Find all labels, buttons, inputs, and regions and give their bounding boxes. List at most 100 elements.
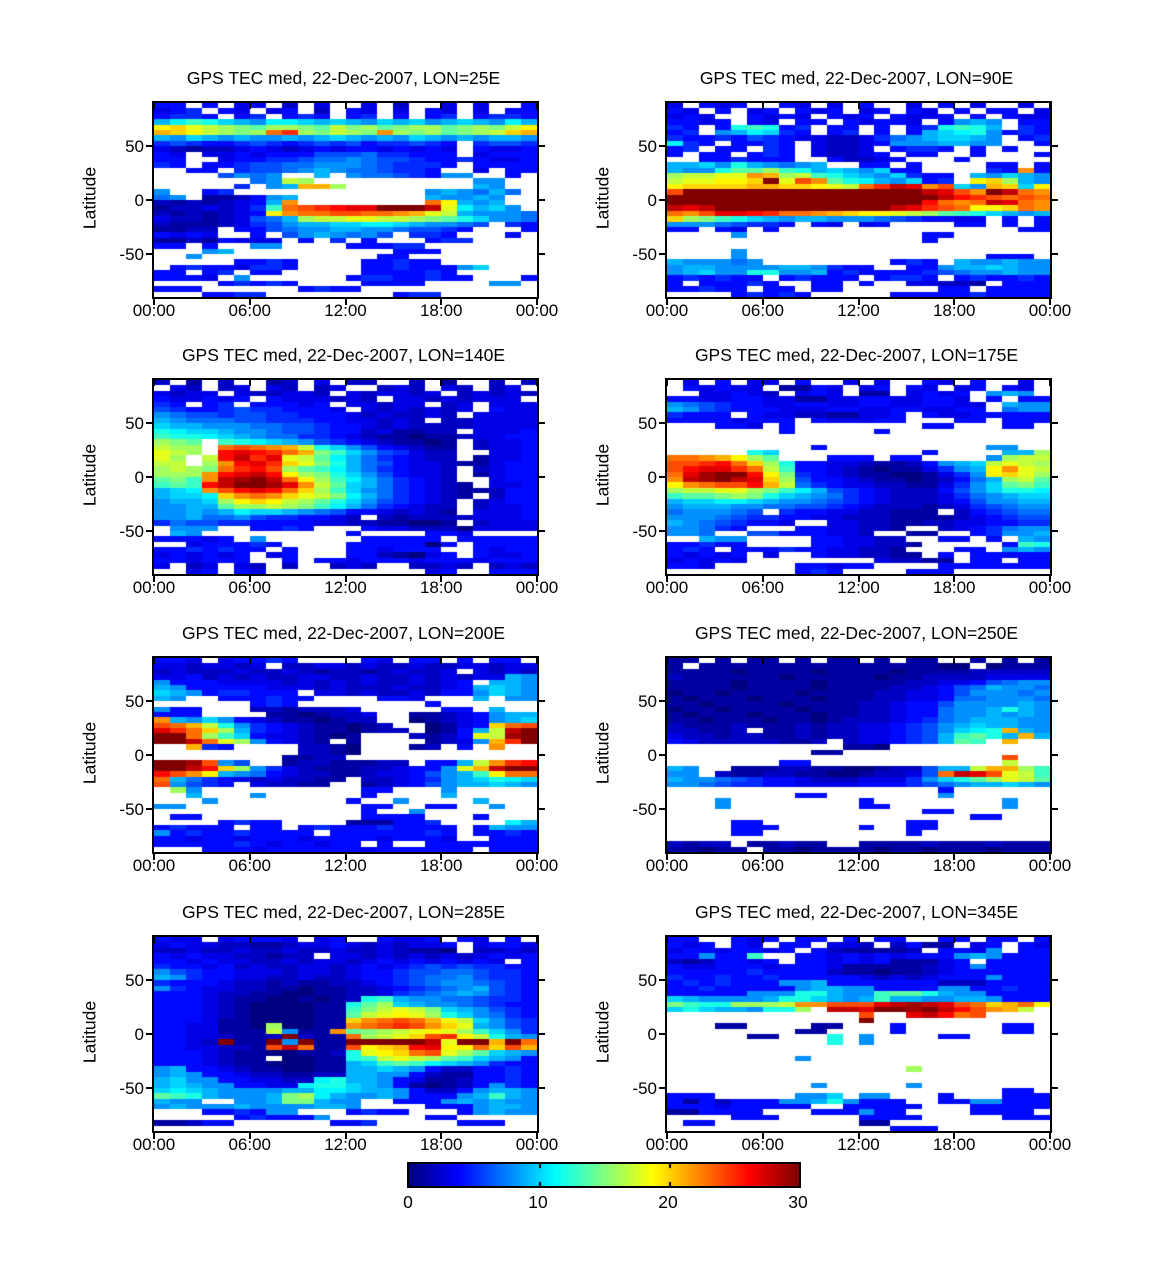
y-tick-label: 0: [647, 191, 657, 210]
x-tick-label: 00:00: [645, 578, 689, 597]
y-tick-mark: [146, 700, 152, 703]
x-tick-mark: [666, 380, 668, 386]
y-tick-mark: [146, 199, 152, 201]
panel-lon285: GPS TEC med, 22-Dec-2007, LON=285E Latit…: [80, 902, 559, 1154]
x-tick-mark: [440, 854, 443, 860]
y-tick-mark: [659, 422, 665, 425]
x-tick-mark: [857, 658, 860, 664]
y-tick-mark: [1052, 754, 1058, 756]
x-tick-mark: [344, 658, 347, 664]
x-tick-label: 18:00: [419, 1135, 463, 1154]
y-tick-mark: [1052, 700, 1058, 703]
y-tick-mark: [539, 700, 545, 703]
x-tick-mark: [1049, 937, 1051, 943]
x-tick-label: 18:00: [419, 578, 463, 597]
x-tick-mark: [153, 854, 155, 860]
panel-title: GPS TEC med, 22-Dec-2007, LON=345E: [694, 902, 1019, 922]
y-tick-mark: [539, 529, 545, 532]
x-tick-mark: [857, 299, 860, 305]
x-tick-mark: [1049, 380, 1051, 386]
x-tick-mark: [536, 576, 538, 582]
x-tick-mark: [248, 854, 251, 860]
x-tick-mark: [1049, 1133, 1051, 1139]
y-tick-label: 50: [638, 137, 657, 157]
x-tick-mark: [344, 299, 347, 305]
x-tick-mark: [248, 937, 251, 943]
y-tick-mark: [146, 145, 152, 148]
y-tick-mark: [539, 145, 545, 148]
x-tick-mark: [248, 103, 251, 109]
x-tick-mark: [153, 576, 155, 582]
y-tick-mark: [539, 476, 545, 478]
panel-title: GPS TEC med, 22-Dec-2007, LON=250E: [694, 623, 1019, 643]
x-tick-mark: [153, 299, 155, 305]
x-tick-mark: [440, 937, 443, 943]
x-tick-label: 00:00: [132, 301, 176, 320]
panel-lon250: GPS TEC med, 22-Dec-2007, LON=250E Latit…: [593, 623, 1072, 875]
x-tick-label: 06:00: [228, 1135, 272, 1154]
y-tick-label: -50: [119, 244, 144, 264]
colorbar-gradient: [409, 1164, 799, 1186]
x-tick-mark: [248, 576, 251, 582]
heatmap-plot-box: [665, 101, 1052, 299]
x-tick-mark: [857, 937, 860, 943]
x-tick-label: 00:00: [1028, 856, 1072, 875]
y-tick-label: -50: [119, 799, 144, 819]
y-tick-mark: [146, 1086, 152, 1089]
x-tick-mark: [536, 854, 538, 860]
y-tick-label: 0: [134, 468, 144, 487]
x-tick-mark: [440, 658, 443, 664]
x-tick-mark: [536, 380, 538, 386]
panel-lon25: GPS TEC med, 22-Dec-2007, LON=25E Latitu…: [80, 68, 559, 320]
x-tick-label: 00:00: [645, 1135, 689, 1154]
x-tick-mark: [761, 103, 764, 109]
x-tick-mark: [440, 299, 443, 305]
x-tick-mark: [953, 299, 956, 305]
x-tick-mark: [666, 854, 668, 860]
x-tick-mark: [857, 1133, 860, 1139]
x-tick-label: 06:00: [228, 856, 272, 875]
y-tick-mark: [659, 700, 665, 703]
x-tick-mark: [1049, 299, 1051, 305]
x-tick-mark: [761, 299, 764, 305]
y-tick-label: 50: [638, 692, 657, 712]
x-tick-mark: [344, 103, 347, 109]
y-tick-mark: [539, 979, 545, 982]
y-tick-label: 0: [134, 1025, 144, 1044]
x-tick-mark: [761, 1133, 764, 1139]
panel-title: GPS TEC med, 22-Dec-2007, LON=175E: [694, 345, 1019, 365]
heatmap-plot-box: [665, 656, 1052, 854]
x-tick-mark: [344, 937, 347, 943]
y-tick-label: 0: [647, 1025, 657, 1044]
heatmap-canvas-lon200: [154, 658, 537, 852]
x-tick-mark: [153, 937, 155, 943]
y-tick-mark: [659, 145, 665, 148]
y-tick-label: -50: [632, 244, 657, 264]
colorbar-tick-label: 20: [658, 1192, 678, 1212]
y-tick-mark: [146, 252, 152, 255]
x-tick-label: 18:00: [419, 856, 463, 875]
heatmap-canvas-lon140: [154, 380, 537, 574]
x-tick-label: 06:00: [741, 578, 785, 597]
y-tick-mark: [146, 979, 152, 982]
y-tick-mark: [1052, 529, 1058, 532]
x-tick-mark: [344, 854, 347, 860]
x-tick-label: 12:00: [837, 301, 880, 320]
x-tick-label: 18:00: [419, 301, 463, 320]
x-tick-label: 00:00: [1028, 578, 1072, 597]
y-tick-label: 0: [647, 746, 657, 765]
heatmap-canvas-lon25: [154, 103, 537, 297]
x-tick-label: 12:00: [837, 1135, 880, 1154]
y-tick-label: -50: [119, 1078, 144, 1098]
panel-lon345: GPS TEC med, 22-Dec-2007, LON=345E Latit…: [593, 902, 1072, 1154]
panel-title: GPS TEC med, 22-Dec-2007, LON=140E: [181, 345, 506, 365]
x-tick-label: 00:00: [515, 578, 559, 597]
y-tick-mark: [146, 476, 152, 478]
y-tick-mark: [1052, 252, 1058, 255]
heatmap-plot-box: [152, 656, 539, 854]
panel-lon140: GPS TEC med, 22-Dec-2007, LON=140E Latit…: [80, 345, 559, 597]
y-tick-label: -50: [119, 521, 144, 541]
x-tick-mark: [953, 937, 956, 943]
y-tick-mark: [146, 754, 152, 756]
x-tick-label: 00:00: [1028, 301, 1072, 320]
